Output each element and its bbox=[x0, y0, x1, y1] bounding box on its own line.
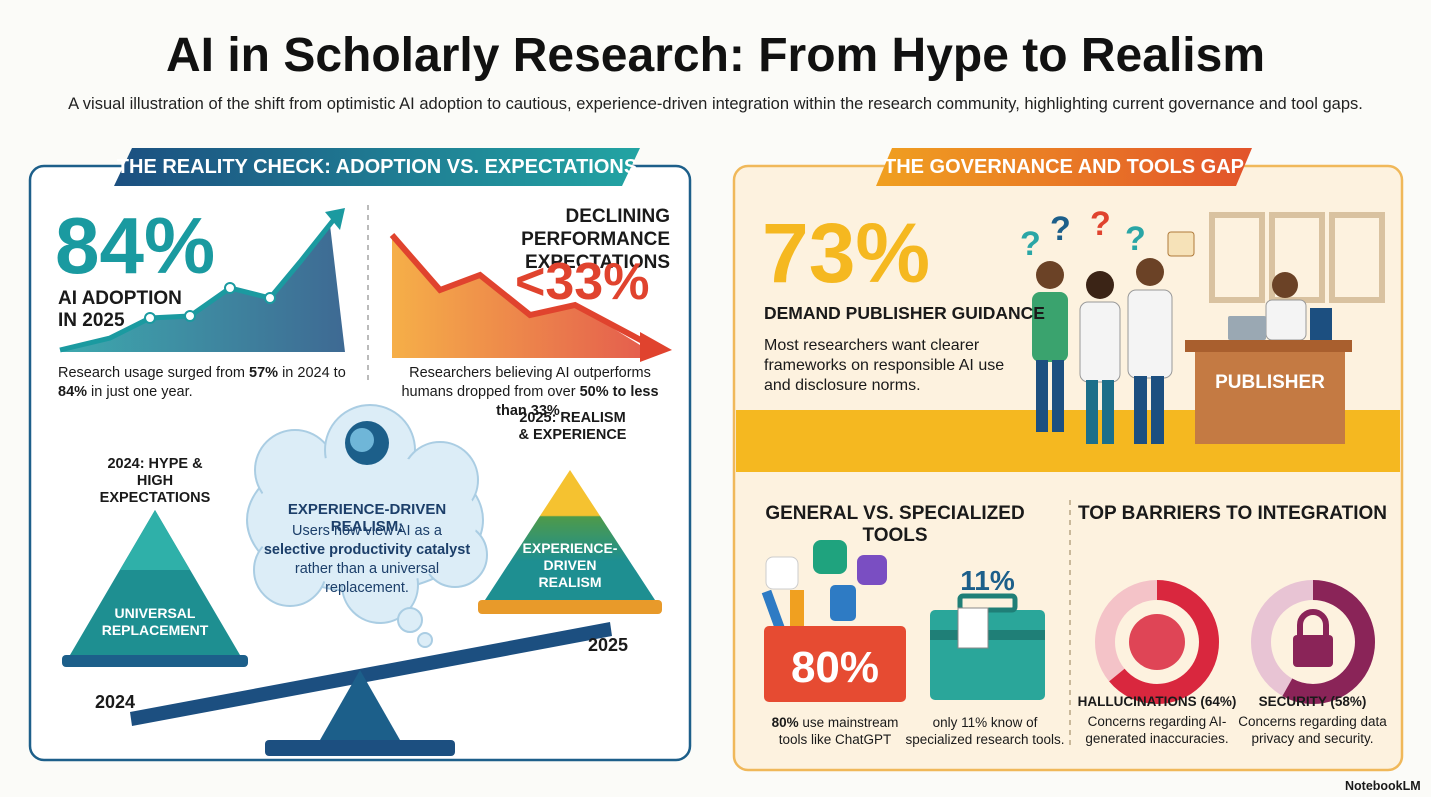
stat: 80% bbox=[790, 643, 880, 692]
thought-heading: EXPERIENCE-DRIVEN REALISM: bbox=[287, 501, 447, 535]
barrier-title: SECURITY (58%) bbox=[1258, 694, 1367, 709]
text: use mainstream tools like ChatGPT bbox=[778, 715, 899, 747]
description: 80% use mainstream tools like ChatGPT bbox=[760, 714, 910, 748]
year: 2025 bbox=[588, 635, 629, 655]
svg-text:?: ? bbox=[1020, 225, 1041, 263]
label: 2025: REALISM & EXPERIENCE bbox=[518, 410, 627, 443]
thought-text: Users now view AI as a selective product… bbox=[262, 522, 472, 598]
text: in just one year. bbox=[87, 384, 193, 400]
subheading: GENERAL VS. SPECIALIZED TOOLS bbox=[765, 503, 1025, 546]
label: 2024: HYPE & HIGH EXPECTATIONS bbox=[99, 456, 211, 506]
text: Researchers believing AI outperforms hum… bbox=[401, 365, 651, 400]
text: Users now view AI as a bbox=[292, 523, 442, 539]
description: Research usage surged from 57% in 2024 t… bbox=[58, 364, 348, 402]
section-heading: THE REALITY CHECK: ADOPTION VS. EXPECTAT… bbox=[116, 156, 638, 178]
stat: 73% bbox=[762, 206, 931, 300]
svg-text:?: ? bbox=[1050, 210, 1071, 248]
text: rather than a universal replacement. bbox=[294, 561, 440, 596]
text: 84% bbox=[58, 384, 88, 400]
stat-label: AI ADOPTION IN 2025 bbox=[58, 288, 182, 331]
stat-label: DECLINING PERFORMANCE EXPECTATIONS bbox=[521, 206, 670, 273]
text: Research usage surged from bbox=[58, 365, 250, 381]
description: Researchers believing AI outperforms hum… bbox=[385, 364, 675, 421]
footer-brand: NotebookLM bbox=[1345, 779, 1421, 793]
barrier-text: Concerns regarding AI-generated inaccura… bbox=[1085, 714, 1229, 746]
barrier-title: HALLUCINATIONS (64%) bbox=[1077, 694, 1237, 709]
text: selective productivity catalyst bbox=[263, 542, 471, 558]
text: 57% bbox=[249, 365, 279, 381]
stat: <33% bbox=[515, 253, 650, 311]
text: 80% bbox=[771, 715, 799, 730]
svg-text:?: ? bbox=[1090, 205, 1111, 243]
desk-label: PUBLISHER bbox=[1215, 372, 1325, 393]
subtitle: A visual illustration of the shift from … bbox=[68, 95, 1363, 113]
description: Most researchers want clearer frameworks… bbox=[764, 337, 1005, 394]
year: 2024 bbox=[95, 692, 136, 712]
subheading: TOP BARRIERS TO INTEGRATION bbox=[1078, 503, 1387, 524]
section-heading: THE GOVERNANCE AND TOOLS GAP bbox=[883, 156, 1245, 178]
pyramid-label: EXPERIENCE-DRIVEN REALISM bbox=[522, 540, 618, 590]
stat: 84% bbox=[55, 201, 216, 290]
stat: 11% bbox=[960, 565, 1015, 596]
text: in 2024 to bbox=[278, 365, 346, 381]
pyramid-label: UNIVERSAL REPLACEMENT bbox=[101, 605, 209, 638]
description: only 11% know of specialized research to… bbox=[905, 715, 1065, 747]
text: . bbox=[559, 403, 564, 419]
text: 50% to less than 33% bbox=[496, 384, 659, 419]
svg-text:?: ? bbox=[1125, 220, 1146, 258]
stat-label: DEMAND PUBLISHER GUIDANCE bbox=[764, 303, 1045, 323]
title: AI in Scholarly Research: From Hype to R… bbox=[165, 29, 1265, 82]
barrier-text: Concerns regarding data privacy and secu… bbox=[1238, 714, 1387, 746]
